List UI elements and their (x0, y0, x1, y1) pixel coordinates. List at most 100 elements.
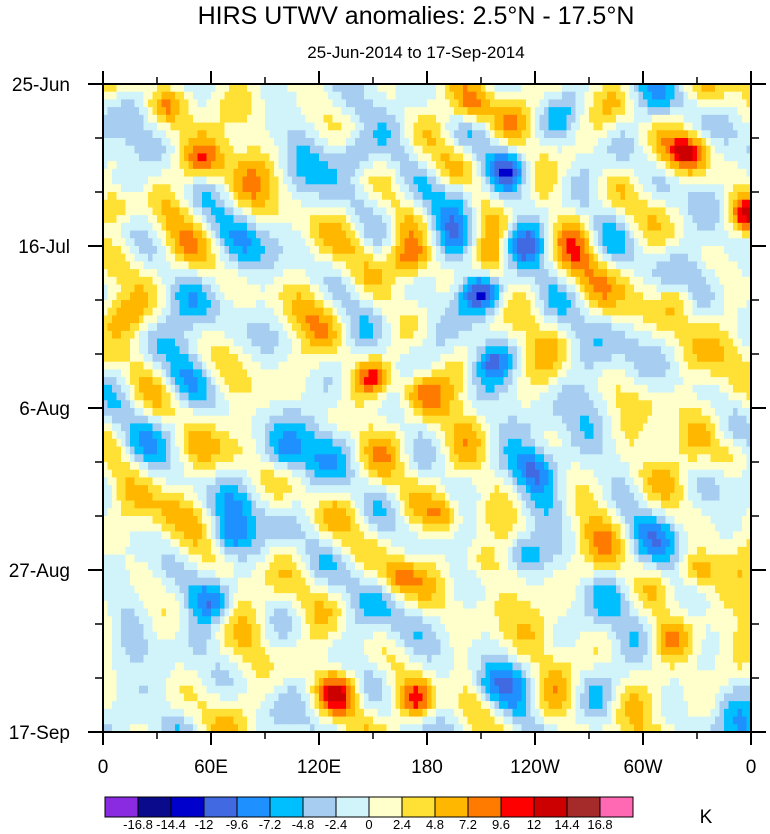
field-cell (166, 330, 171, 339)
field-cell (526, 192, 531, 201)
field-cell (377, 192, 383, 201)
field-cell (643, 215, 648, 224)
field-cell (323, 184, 329, 193)
field-cell (517, 176, 522, 185)
field-cell (607, 276, 612, 285)
field-cell (301, 91, 306, 100)
field-cell (386, 261, 392, 270)
field-cell (229, 99, 234, 108)
field-cell (584, 84, 590, 93)
field-cell (724, 192, 729, 201)
field-cell (539, 338, 545, 347)
field-cell (404, 269, 410, 278)
field-cell (368, 276, 374, 285)
field-cell (584, 323, 590, 332)
field-cell (724, 284, 729, 293)
field-cell (476, 246, 482, 255)
field-cell (188, 107, 194, 116)
field-cell (539, 230, 545, 239)
field-cell (719, 153, 725, 162)
field-cell (134, 192, 140, 201)
field-cell (647, 91, 653, 100)
field-cell (161, 192, 167, 201)
field-cell (247, 114, 252, 123)
field-cell (557, 261, 563, 270)
field-cell (445, 99, 450, 108)
field-cell (472, 230, 477, 239)
field-cell (719, 207, 725, 216)
field-cell (413, 307, 419, 316)
field-cell (382, 276, 387, 285)
field-cell (476, 114, 482, 123)
field-cell (166, 222, 171, 231)
field-cell (593, 238, 599, 247)
field-cell (458, 84, 464, 93)
field-cell (373, 207, 378, 216)
field-cell (184, 269, 189, 278)
field-cell (337, 230, 342, 239)
field-cell (499, 199, 504, 208)
field-cell (607, 184, 612, 193)
field-cell (211, 253, 216, 262)
field-cell (445, 230, 450, 239)
field-cell (211, 307, 216, 316)
field-cell (314, 307, 320, 316)
field-cell (152, 122, 158, 131)
field-cell (121, 107, 126, 116)
field-cell (665, 269, 671, 278)
field-cell (706, 184, 711, 193)
field-cell (445, 138, 450, 147)
field-cell (373, 338, 378, 347)
field-cell (328, 153, 333, 162)
field-cell (157, 276, 162, 285)
field-cell (341, 145, 347, 154)
field-cell (170, 184, 176, 193)
field-cell (562, 84, 567, 93)
field-cell (188, 246, 194, 255)
field-cell (229, 315, 234, 324)
field-cell (220, 161, 225, 170)
field-cell (350, 284, 356, 293)
field-cell (526, 153, 531, 162)
field-cell (382, 284, 387, 293)
field-cell (494, 114, 500, 123)
field-cell (103, 253, 108, 262)
field-cell (526, 269, 531, 278)
field-cell (634, 207, 639, 216)
field-cell (184, 215, 189, 224)
field-cell (602, 184, 608, 193)
field-cell (733, 122, 738, 131)
field-cell (382, 145, 387, 154)
field-cell (278, 199, 284, 208)
field-cell (296, 145, 302, 154)
field-cell (265, 222, 270, 231)
field-cell (296, 284, 302, 293)
field-cell (229, 107, 234, 116)
field-cell (499, 261, 504, 270)
field-cell (697, 91, 702, 100)
field-cell (562, 138, 567, 147)
field-cell (463, 238, 468, 247)
field-cell (305, 253, 311, 262)
field-cell (629, 145, 635, 154)
field-cell (503, 315, 509, 324)
field-cell (139, 222, 144, 231)
field-cell (692, 315, 698, 324)
field-cell (494, 238, 500, 247)
field-cell (517, 207, 522, 216)
field-cell (638, 261, 644, 270)
field-cell (476, 161, 482, 170)
field-cell (692, 300, 698, 309)
field-cell (715, 230, 720, 239)
field-cell (220, 238, 225, 247)
field-cell (548, 330, 554, 339)
field-cell (737, 161, 743, 170)
field-cell (233, 176, 239, 185)
field-cell (472, 207, 477, 216)
field-cell (431, 107, 437, 116)
field-cell (269, 253, 275, 262)
field-cell (206, 161, 212, 170)
field-cell (643, 122, 648, 131)
field-cell (305, 222, 311, 231)
field-cell (386, 122, 392, 131)
